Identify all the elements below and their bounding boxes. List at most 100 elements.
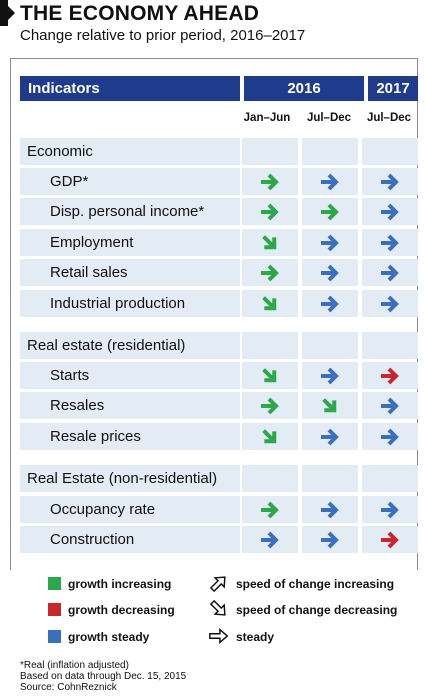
row-label-cell <box>20 465 240 492</box>
title-marker-icon <box>0 0 15 26</box>
table-row: Industrial production <box>20 290 418 317</box>
row-label-cell <box>20 392 240 419</box>
row-value-cell <box>362 332 418 359</box>
green-arrow-right-icon <box>261 203 279 221</box>
row-value-cell <box>362 465 418 492</box>
row-label-cell <box>20 229 240 256</box>
blue-arrow-right-icon <box>381 234 399 252</box>
blue-arrow-right-icon <box>321 428 339 446</box>
table-row: Retail sales <box>20 259 418 286</box>
row-label-cell <box>20 198 240 225</box>
blue-arrow-right-icon <box>381 501 399 519</box>
page-title: THE ECONOMY AHEAD <box>20 2 260 25</box>
arrow-down-right-outline-icon <box>209 599 226 616</box>
red-arrow-right-icon <box>381 531 399 549</box>
row-label-cell <box>20 168 240 195</box>
blue-arrow-right-icon <box>381 203 399 221</box>
blue-arrow-right-icon <box>321 501 339 519</box>
section-row: Economic <box>20 138 418 165</box>
row-value-cell <box>302 332 358 359</box>
green-arrow-right-icon <box>261 264 279 282</box>
header-year-2016: 2016 <box>244 76 364 101</box>
row-label-cell <box>20 526 240 553</box>
table-row: Occupancy rate <box>20 496 418 523</box>
row-value-cell <box>302 138 358 165</box>
page-subtitle: Change relative to prior period, 2016–20… <box>20 27 306 44</box>
row-label-cell <box>20 496 240 523</box>
legend-blue-label: growth steady <box>68 630 150 644</box>
header-indicators: Indicators <box>20 76 240 101</box>
footnote-real: *Real (inflation adjusted) <box>20 660 129 671</box>
blue-arrow-right-icon <box>321 173 339 191</box>
blue-arrow-right-icon <box>321 295 339 313</box>
green-arrow-right-icon <box>321 203 339 221</box>
legend-down-label: speed of change decreasing <box>236 603 398 617</box>
red-arrow-right-icon <box>381 367 399 385</box>
section-row: Real estate (residential) <box>20 332 418 359</box>
arrow-up-right-outline-icon <box>209 576 226 593</box>
table-row: GDP* <box>20 168 418 195</box>
indicator-label: Industrial production <box>50 295 186 312</box>
legend-red-label: growth decreasing <box>68 603 175 617</box>
arrow-right-outline-icon <box>209 627 229 645</box>
blue-arrow-right-icon <box>321 531 339 549</box>
row-label-cell <box>20 423 240 450</box>
blue-arrow-right-icon <box>381 264 399 282</box>
row-label-cell <box>20 138 240 165</box>
section-label: Real estate (residential) <box>27 337 186 354</box>
legend-up-label: speed of change increasing <box>236 577 395 591</box>
legend-steady-label: steady <box>236 630 275 644</box>
legend-blue-swatch <box>48 630 61 643</box>
blue-arrow-right-icon <box>381 397 399 415</box>
table-row: Disp. personal income* <box>20 198 418 225</box>
column-header-jul-dec-2017: Jul–Dec <box>366 112 412 124</box>
footnote-based-on: Based on data through Dec. 15, 2015 <box>20 671 187 682</box>
legend-red-swatch <box>48 603 61 616</box>
row-value-cell <box>242 465 298 492</box>
section-label: Economic <box>27 143 93 160</box>
header-year-2017: 2017 <box>368 76 418 101</box>
table-row: Resale prices <box>20 423 418 450</box>
row-value-cell <box>242 138 298 165</box>
indicator-label: GDP* <box>50 173 89 190</box>
column-header-jan-jun-2016: Jan–Jun <box>243 112 291 124</box>
row-label-cell <box>20 259 240 286</box>
blue-arrow-right-icon <box>381 295 399 313</box>
green-arrow-right-icon <box>261 173 279 191</box>
footnote-source: Source: CohnReznick <box>20 682 117 693</box>
section-row: Real Estate (non-residential) <box>20 465 418 492</box>
green-arrow-down-right-icon <box>322 398 337 413</box>
legend-green-swatch <box>48 577 61 590</box>
column-header-jul-dec-2016: Jul–Dec <box>306 112 352 124</box>
legend-green-label: growth increasing <box>68 577 172 591</box>
blue-arrow-right-icon <box>321 234 339 252</box>
indicator-label: Employment <box>50 234 134 251</box>
indicator-label: Construction <box>50 531 135 548</box>
blue-arrow-right-icon <box>321 367 339 385</box>
indicator-label: Retail sales <box>50 264 128 281</box>
table-row: Resales <box>20 392 418 419</box>
green-arrow-down-right-icon <box>262 429 277 444</box>
row-label-cell <box>20 332 240 359</box>
blue-arrow-right-icon <box>381 173 399 191</box>
indicator-label: Starts <box>50 367 90 384</box>
green-arrow-down-right-icon <box>262 235 277 250</box>
blue-arrow-right-icon <box>321 264 339 282</box>
table-row: Construction <box>20 526 418 553</box>
table-row: Employment <box>20 229 418 256</box>
section-label: Real Estate (non-residential) <box>27 470 218 487</box>
indicator-label: Disp. personal income* <box>50 203 205 220</box>
row-label-cell <box>20 362 240 389</box>
row-value-cell <box>302 465 358 492</box>
green-arrow-down-right-icon <box>262 368 277 383</box>
green-arrow-down-right-icon <box>262 296 277 311</box>
table-row: Starts <box>20 362 418 389</box>
blue-arrow-right-icon <box>381 428 399 446</box>
indicator-label: Resale prices <box>50 428 141 445</box>
indicator-label: Occupancy rate <box>50 501 156 518</box>
green-arrow-right-icon <box>261 501 279 519</box>
row-value-cell <box>362 138 418 165</box>
green-arrow-right-icon <box>261 397 279 415</box>
blue-arrow-right-icon <box>261 531 279 549</box>
row-label-cell <box>20 290 240 317</box>
